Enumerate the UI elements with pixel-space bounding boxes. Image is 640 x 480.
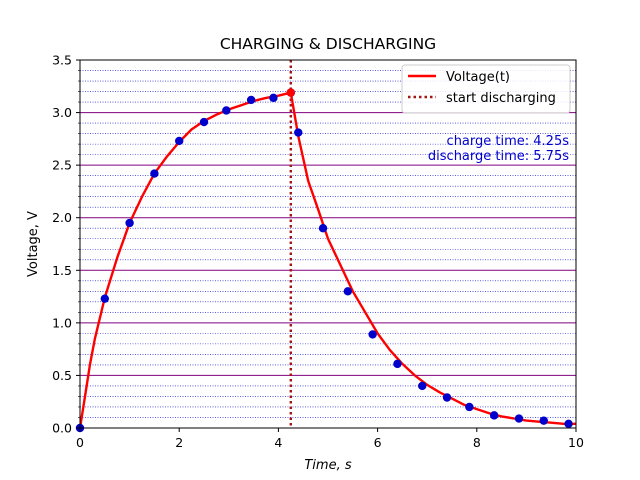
data-point xyxy=(246,95,256,105)
data-point xyxy=(199,117,209,127)
data-point xyxy=(514,414,524,423)
data-point xyxy=(125,218,134,228)
data-point xyxy=(465,402,474,412)
discharge-start-point xyxy=(286,88,295,97)
data-point xyxy=(418,381,427,391)
chart-title: CHARGING & DISCHARGING xyxy=(220,35,436,53)
plot-frame xyxy=(79,59,577,429)
legend: Voltage(t) start discharging xyxy=(401,64,571,114)
y-tick-label: 0.0 xyxy=(52,421,72,436)
y-tick-label: 3.5 xyxy=(52,53,72,68)
data-point xyxy=(318,224,328,233)
y-axis-label: Voltage, V xyxy=(26,211,41,277)
y-tick-label: 2.5 xyxy=(52,158,72,173)
data-point xyxy=(393,359,402,369)
charge-time-annotation: charge time: 4.25s xyxy=(447,134,570,149)
data-point xyxy=(539,416,548,425)
data-point xyxy=(564,419,573,428)
data-point xyxy=(150,169,159,178)
y-tick-label: 2.0 xyxy=(52,210,72,225)
legend-label-discharge: start discharging xyxy=(446,91,556,106)
y-tick-label: 1.0 xyxy=(52,315,72,330)
data-point xyxy=(368,330,377,339)
data-point xyxy=(442,393,452,402)
x-axis-label: Time, s xyxy=(304,458,351,473)
x-axis: 0 2 4 6 8 10 xyxy=(76,428,584,450)
voltage-line xyxy=(78,91,576,429)
y-tick-label: 0.5 xyxy=(52,368,72,383)
y-tick-label: 1.5 xyxy=(52,263,72,278)
x-tick-label: 8 xyxy=(473,435,481,450)
data-point xyxy=(269,93,278,103)
data-point xyxy=(343,287,353,296)
x-tick-label: 4 xyxy=(274,435,282,450)
x-tick-label: 6 xyxy=(374,435,382,450)
legend-label-voltage: Voltage(t) xyxy=(446,70,510,85)
data-point xyxy=(294,128,303,137)
legend-box xyxy=(401,64,571,114)
discharge-time-annotation: discharge time: 5.75s xyxy=(428,149,569,164)
data-point xyxy=(222,106,231,115)
data-point xyxy=(100,294,110,303)
data-point xyxy=(489,411,499,420)
y-axis-label-text: Voltage, V xyxy=(26,211,41,277)
y-axis: 0.0 0.5 1.0 1.5 2.0 2.5 3.0 3.5 xyxy=(52,53,80,436)
data-point xyxy=(175,136,184,146)
x-tick-label: 2 xyxy=(175,435,183,450)
x-tick-label: 0 xyxy=(76,435,84,450)
x-tick-label: 10 xyxy=(568,435,584,450)
y-tick-label: 3.0 xyxy=(52,105,72,120)
